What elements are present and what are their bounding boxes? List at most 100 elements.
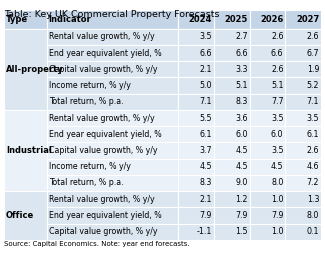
Bar bbox=[285, 207, 321, 224]
Text: All-property: All-property bbox=[6, 65, 64, 74]
Bar bbox=[47, 175, 178, 191]
Text: Rental value growth, % y/y: Rental value growth, % y/y bbox=[49, 114, 154, 123]
Text: 1.2: 1.2 bbox=[235, 195, 248, 204]
Bar bbox=[214, 29, 250, 45]
Text: 2026: 2026 bbox=[260, 15, 283, 24]
Text: 5.1: 5.1 bbox=[271, 81, 283, 90]
Text: Capital value growth, % y/y: Capital value growth, % y/y bbox=[49, 65, 157, 74]
Bar bbox=[214, 207, 250, 224]
Bar bbox=[250, 77, 285, 94]
Bar bbox=[250, 94, 285, 110]
Text: 1.0: 1.0 bbox=[271, 227, 283, 236]
Bar bbox=[285, 175, 321, 191]
Text: 4.5: 4.5 bbox=[235, 146, 248, 155]
Bar bbox=[47, 126, 178, 143]
Bar bbox=[178, 29, 214, 45]
Text: 6.0: 6.0 bbox=[271, 130, 283, 139]
Text: 2027: 2027 bbox=[296, 15, 319, 24]
Text: 6.7: 6.7 bbox=[307, 49, 319, 58]
Text: Table: Key UK Commercial Property Forecasts: Table: Key UK Commercial Property Foreca… bbox=[4, 10, 219, 19]
Bar bbox=[178, 175, 214, 191]
Text: 1.9: 1.9 bbox=[307, 65, 319, 74]
Bar bbox=[214, 94, 250, 110]
Text: Rental value growth, % y/y: Rental value growth, % y/y bbox=[49, 195, 154, 204]
Text: 0.1: 0.1 bbox=[307, 227, 319, 236]
Bar bbox=[178, 159, 214, 175]
Bar bbox=[214, 10, 250, 29]
Bar bbox=[285, 224, 321, 240]
Text: 2.6: 2.6 bbox=[307, 32, 319, 41]
Bar bbox=[47, 10, 178, 29]
Text: Office: Office bbox=[6, 211, 34, 220]
Bar bbox=[4, 110, 47, 191]
Text: 6.6: 6.6 bbox=[200, 49, 212, 58]
Text: Capital value growth, % y/y: Capital value growth, % y/y bbox=[49, 146, 157, 155]
Bar bbox=[285, 143, 321, 159]
Text: 3.5: 3.5 bbox=[307, 114, 319, 123]
Text: 3.6: 3.6 bbox=[235, 114, 248, 123]
Bar bbox=[47, 94, 178, 110]
Bar bbox=[285, 29, 321, 45]
Bar bbox=[178, 143, 214, 159]
Bar bbox=[47, 45, 178, 61]
Bar bbox=[214, 159, 250, 175]
Bar bbox=[4, 29, 47, 110]
Bar bbox=[178, 45, 214, 61]
Text: 1.0: 1.0 bbox=[271, 195, 283, 204]
Text: 6.0: 6.0 bbox=[235, 130, 248, 139]
Bar bbox=[178, 191, 214, 207]
Bar bbox=[250, 126, 285, 143]
Bar bbox=[47, 29, 178, 45]
Bar bbox=[47, 143, 178, 159]
Bar bbox=[250, 29, 285, 45]
Text: 4.6: 4.6 bbox=[307, 162, 319, 171]
Text: 2.6: 2.6 bbox=[307, 146, 319, 155]
Text: 6.6: 6.6 bbox=[235, 49, 248, 58]
Text: Total return, % p.a.: Total return, % p.a. bbox=[49, 179, 123, 188]
Text: 7.9: 7.9 bbox=[235, 211, 248, 220]
Bar bbox=[285, 45, 321, 61]
Bar bbox=[47, 191, 178, 207]
Text: End year equivalent yield, %: End year equivalent yield, % bbox=[49, 211, 161, 220]
Bar bbox=[47, 77, 178, 94]
Bar bbox=[285, 126, 321, 143]
Text: 8.3: 8.3 bbox=[235, 97, 248, 106]
Bar bbox=[178, 207, 214, 224]
Bar bbox=[250, 191, 285, 207]
Text: 4.5: 4.5 bbox=[271, 162, 283, 171]
Text: 8.0: 8.0 bbox=[271, 179, 283, 188]
Text: End year equivalent yield, %: End year equivalent yield, % bbox=[49, 130, 161, 139]
Bar bbox=[250, 224, 285, 240]
Text: 1.3: 1.3 bbox=[307, 195, 319, 204]
Bar bbox=[214, 45, 250, 61]
Text: 2.6: 2.6 bbox=[271, 65, 283, 74]
Bar bbox=[285, 191, 321, 207]
Text: 6.1: 6.1 bbox=[307, 130, 319, 139]
Text: 2.1: 2.1 bbox=[200, 65, 212, 74]
Text: 3.5: 3.5 bbox=[200, 32, 212, 41]
Text: 2.1: 2.1 bbox=[200, 195, 212, 204]
Bar bbox=[214, 110, 250, 126]
Bar bbox=[250, 207, 285, 224]
Bar bbox=[178, 224, 214, 240]
Text: 7.9: 7.9 bbox=[271, 211, 283, 220]
Bar bbox=[285, 159, 321, 175]
Text: Industrial: Industrial bbox=[6, 146, 52, 155]
Bar bbox=[250, 159, 285, 175]
Bar bbox=[47, 207, 178, 224]
Text: Total return, % p.a.: Total return, % p.a. bbox=[49, 97, 123, 106]
Bar bbox=[250, 45, 285, 61]
Text: Source: Capital Economics. Note: year end forecasts.: Source: Capital Economics. Note: year en… bbox=[4, 241, 189, 247]
Bar bbox=[47, 224, 178, 240]
Bar bbox=[285, 61, 321, 78]
Text: Income return, % y/y: Income return, % y/y bbox=[49, 162, 131, 171]
Text: 8.3: 8.3 bbox=[200, 179, 212, 188]
Text: 9.0: 9.0 bbox=[235, 179, 248, 188]
Bar bbox=[214, 61, 250, 78]
Text: 7.7: 7.7 bbox=[271, 97, 283, 106]
Text: Rental value growth, % y/y: Rental value growth, % y/y bbox=[49, 32, 154, 41]
Bar bbox=[250, 10, 285, 29]
Bar bbox=[285, 10, 321, 29]
Text: 6.6: 6.6 bbox=[271, 49, 283, 58]
Bar bbox=[178, 61, 214, 78]
